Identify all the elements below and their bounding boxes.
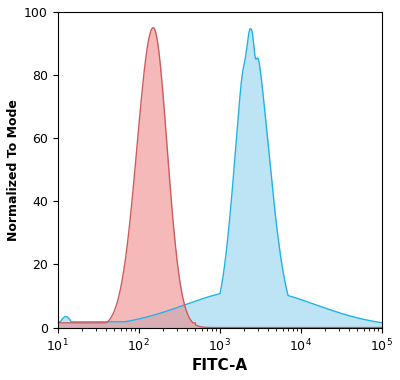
Y-axis label: Normalized To Mode: Normalized To Mode bbox=[7, 99, 20, 241]
X-axis label: FITC-A: FITC-A bbox=[192, 358, 248, 373]
